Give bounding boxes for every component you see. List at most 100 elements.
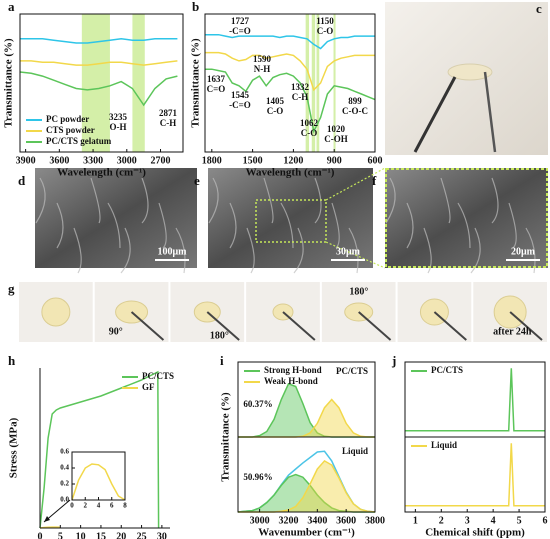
annotation: -C=O <box>229 100 251 110</box>
line <box>71 463 126 501</box>
legend-label: Liquid <box>431 440 457 450</box>
chart: 3900 3600 3300 3000 2700 Wavelength (cm⁻¹) Tra… <box>3 0 184 179</box>
x-axis-title: Wavenumber (cm⁻¹) <box>258 527 355 539</box>
annotation: 1150 <box>316 16 334 26</box>
annotation: 1637 <box>207 74 226 84</box>
x-tick-label: 15 <box>96 531 106 539</box>
x-tick-label: 900 <box>327 155 342 166</box>
scale-bar-label: 100μm <box>158 246 188 257</box>
annotation: C-O <box>267 106 284 116</box>
annotation: 2871 <box>159 108 178 118</box>
x-tick-label: 0 <box>70 502 74 510</box>
x-tick-label: 6 <box>543 515 548 526</box>
legend-label: PC/CTS gelatum <box>46 136 112 146</box>
annotation: -C=O <box>229 26 251 36</box>
panel-label: e <box>194 173 200 188</box>
x-tick-label: 1800 <box>202 155 222 166</box>
scale-bar-label: 20μm <box>511 246 536 257</box>
x-tick-label: 25 <box>137 531 147 539</box>
frame <box>404 361 546 438</box>
annotation: 3235 <box>109 112 128 122</box>
y-axis-title: Transmittance (%) <box>3 38 15 128</box>
annotation: PC/CTS <box>336 366 368 376</box>
panel-label: c <box>536 1 542 16</box>
annotation: 1727 <box>231 16 250 26</box>
x-tick-label: 3 <box>465 515 470 526</box>
panel-label: b <box>192 0 199 14</box>
annotation: 50.96% <box>243 472 272 482</box>
line <box>39 370 160 529</box>
legend-label: Strong H-bond <box>264 365 322 375</box>
tweezer <box>413 76 457 153</box>
line <box>405 368 545 432</box>
band <box>132 14 145 152</box>
frame <box>237 436 376 513</box>
line <box>20 38 178 44</box>
band <box>311 14 316 152</box>
chart: 1 2 3 4 5 6 Chemical shift (ppm) Liquid <box>404 436 548 539</box>
texture <box>293 227 304 274</box>
x-tick-label: 10 <box>76 531 86 539</box>
line <box>405 443 545 507</box>
annotation: 1020 <box>327 124 346 134</box>
chart: 1800 1500 1200 900 600 Wavelength (cm⁻¹) Trans… <box>190 0 383 179</box>
zoom-link <box>325 167 386 201</box>
x-tick-label: 6 <box>110 502 114 510</box>
annotation: C-OH <box>324 134 348 144</box>
y-axis-title: Transmittance (%) <box>220 392 232 482</box>
annotation: 899 <box>348 96 362 106</box>
annotation: C-O <box>317 26 334 36</box>
texture <box>141 177 149 224</box>
legend-label: PC powder <box>46 114 89 124</box>
texture <box>120 227 131 274</box>
texture <box>314 177 322 224</box>
texture <box>440 177 451 224</box>
texture <box>208 177 219 224</box>
x-tick-label: 3400 <box>307 515 327 526</box>
texture <box>175 227 186 274</box>
chart: 051015202530Strain (%)Stress (MPa)hPC/CT… <box>8 353 174 539</box>
texture <box>457 202 471 249</box>
x-tick-label: 0 <box>38 531 43 539</box>
y-tick-label: 0.4 <box>60 464 69 472</box>
texture <box>73 227 82 274</box>
texture <box>280 202 294 249</box>
frame <box>204 13 376 153</box>
band <box>81 14 110 152</box>
panel-label: i <box>220 353 224 368</box>
x-axis-title: Wavelength (cm⁻¹) <box>57 167 146 179</box>
line <box>20 60 178 66</box>
line <box>19 71 178 107</box>
texture <box>35 177 46 224</box>
x-tick-label: 3000 <box>250 515 270 526</box>
band <box>316 14 320 152</box>
x-tick-label: 1500 <box>243 155 263 166</box>
tweezer <box>206 311 240 341</box>
line <box>205 33 375 50</box>
tweezer <box>282 311 316 341</box>
texture <box>263 177 274 224</box>
texture <box>525 227 536 274</box>
arrow-head <box>44 516 50 522</box>
annotation: C-H <box>292 92 309 102</box>
x-tick-label: 4 <box>491 515 496 526</box>
zoom-frame <box>385 168 548 268</box>
annotation: 1405 <box>266 96 285 106</box>
legend-label: PC/CTS <box>142 371 174 381</box>
annotation: O-H <box>110 122 127 132</box>
y-tick-label: 0.2 <box>60 480 69 488</box>
texture <box>491 177 499 224</box>
texture <box>385 177 396 224</box>
texture <box>423 227 432 274</box>
image-annotation: 180° <box>349 286 368 297</box>
annotation: 1590 <box>253 54 272 64</box>
texture <box>348 227 359 274</box>
frame <box>19 13 184 153</box>
legend-label: PC/CTS <box>431 365 463 375</box>
x-tick-label: 3600 <box>49 155 69 166</box>
texture <box>56 202 64 249</box>
annotation: 1332 <box>291 82 310 92</box>
annotation: 60.37% <box>243 399 272 409</box>
panel-label: g <box>8 281 15 296</box>
